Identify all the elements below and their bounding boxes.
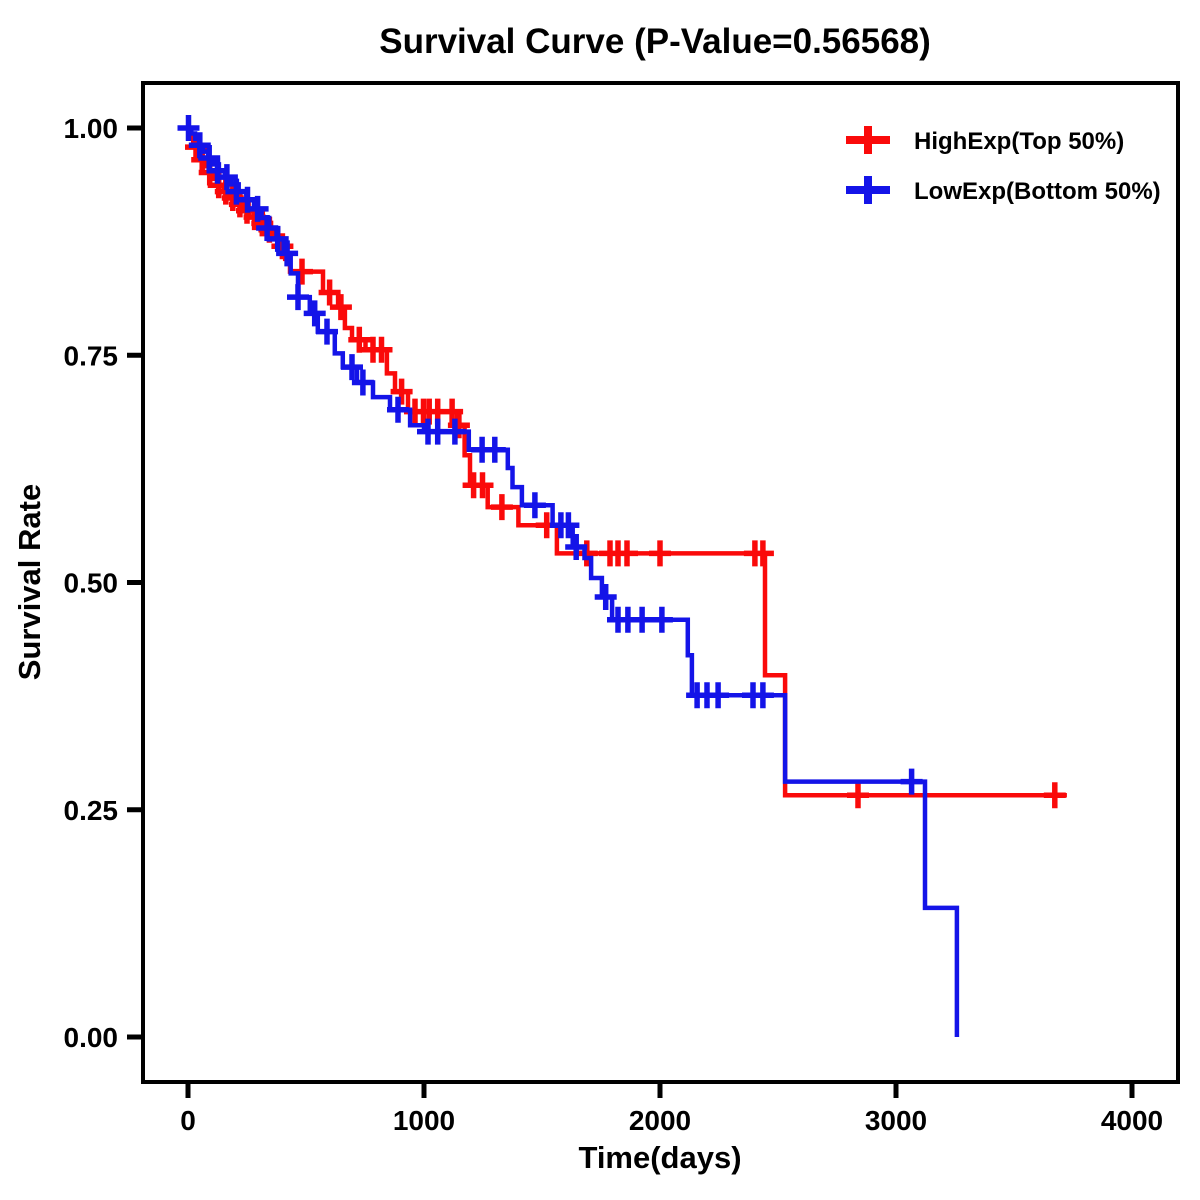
lowexp-curve-group — [177, 115, 960, 1037]
legend: HighExp(Top 50%) LowExp(Bottom 50%) — [846, 126, 1161, 205]
chart-title: Survival Curve (P-Value=0.56568) — [379, 22, 931, 61]
x-tick-label: 1000 — [393, 1105, 455, 1136]
lowexp-plus-icon — [846, 176, 890, 204]
x-tick-label: 3000 — [865, 1105, 927, 1136]
highexp-censor-marks — [185, 134, 1066, 809]
highexp-curve-group — [185, 125, 1067, 809]
x-axis-ticks: 0 1000 2000 3000 4000 — [180, 1082, 1163, 1136]
legend-label-lowexp: LowExp(Bottom 50%) — [914, 178, 1161, 205]
y-axis-title: Survival Rate — [12, 484, 47, 680]
x-tick-label: 0 — [180, 1105, 196, 1136]
x-axis-title: Time(days) — [578, 1140, 741, 1175]
lowexp-censor-marks — [177, 115, 923, 795]
legend-entry-lowexp: LowExp(Bottom 50%) — [846, 176, 1161, 205]
x-tick-label: 2000 — [629, 1105, 691, 1136]
y-tick-label: 0.75 — [64, 340, 119, 371]
legend-entry-highexp: HighExp(Top 50%) — [846, 126, 1124, 155]
highexp-step-curve — [188, 125, 1067, 798]
x-tick-label: 4000 — [1101, 1105, 1163, 1136]
y-tick-label: 0.50 — [64, 568, 119, 599]
y-tick-label: 0.00 — [64, 1022, 119, 1053]
plot-border — [141, 81, 1180, 1084]
survival-curves — [177, 115, 1067, 1037]
y-tick-label: 1.00 — [64, 113, 119, 144]
y-axis-ticks: 0.00 0.25 0.50 0.75 1.00 — [64, 113, 143, 1053]
highexp-plus-icon — [846, 126, 890, 154]
legend-label-highexp: HighExp(Top 50%) — [914, 128, 1124, 155]
y-tick-label: 0.25 — [64, 795, 119, 826]
